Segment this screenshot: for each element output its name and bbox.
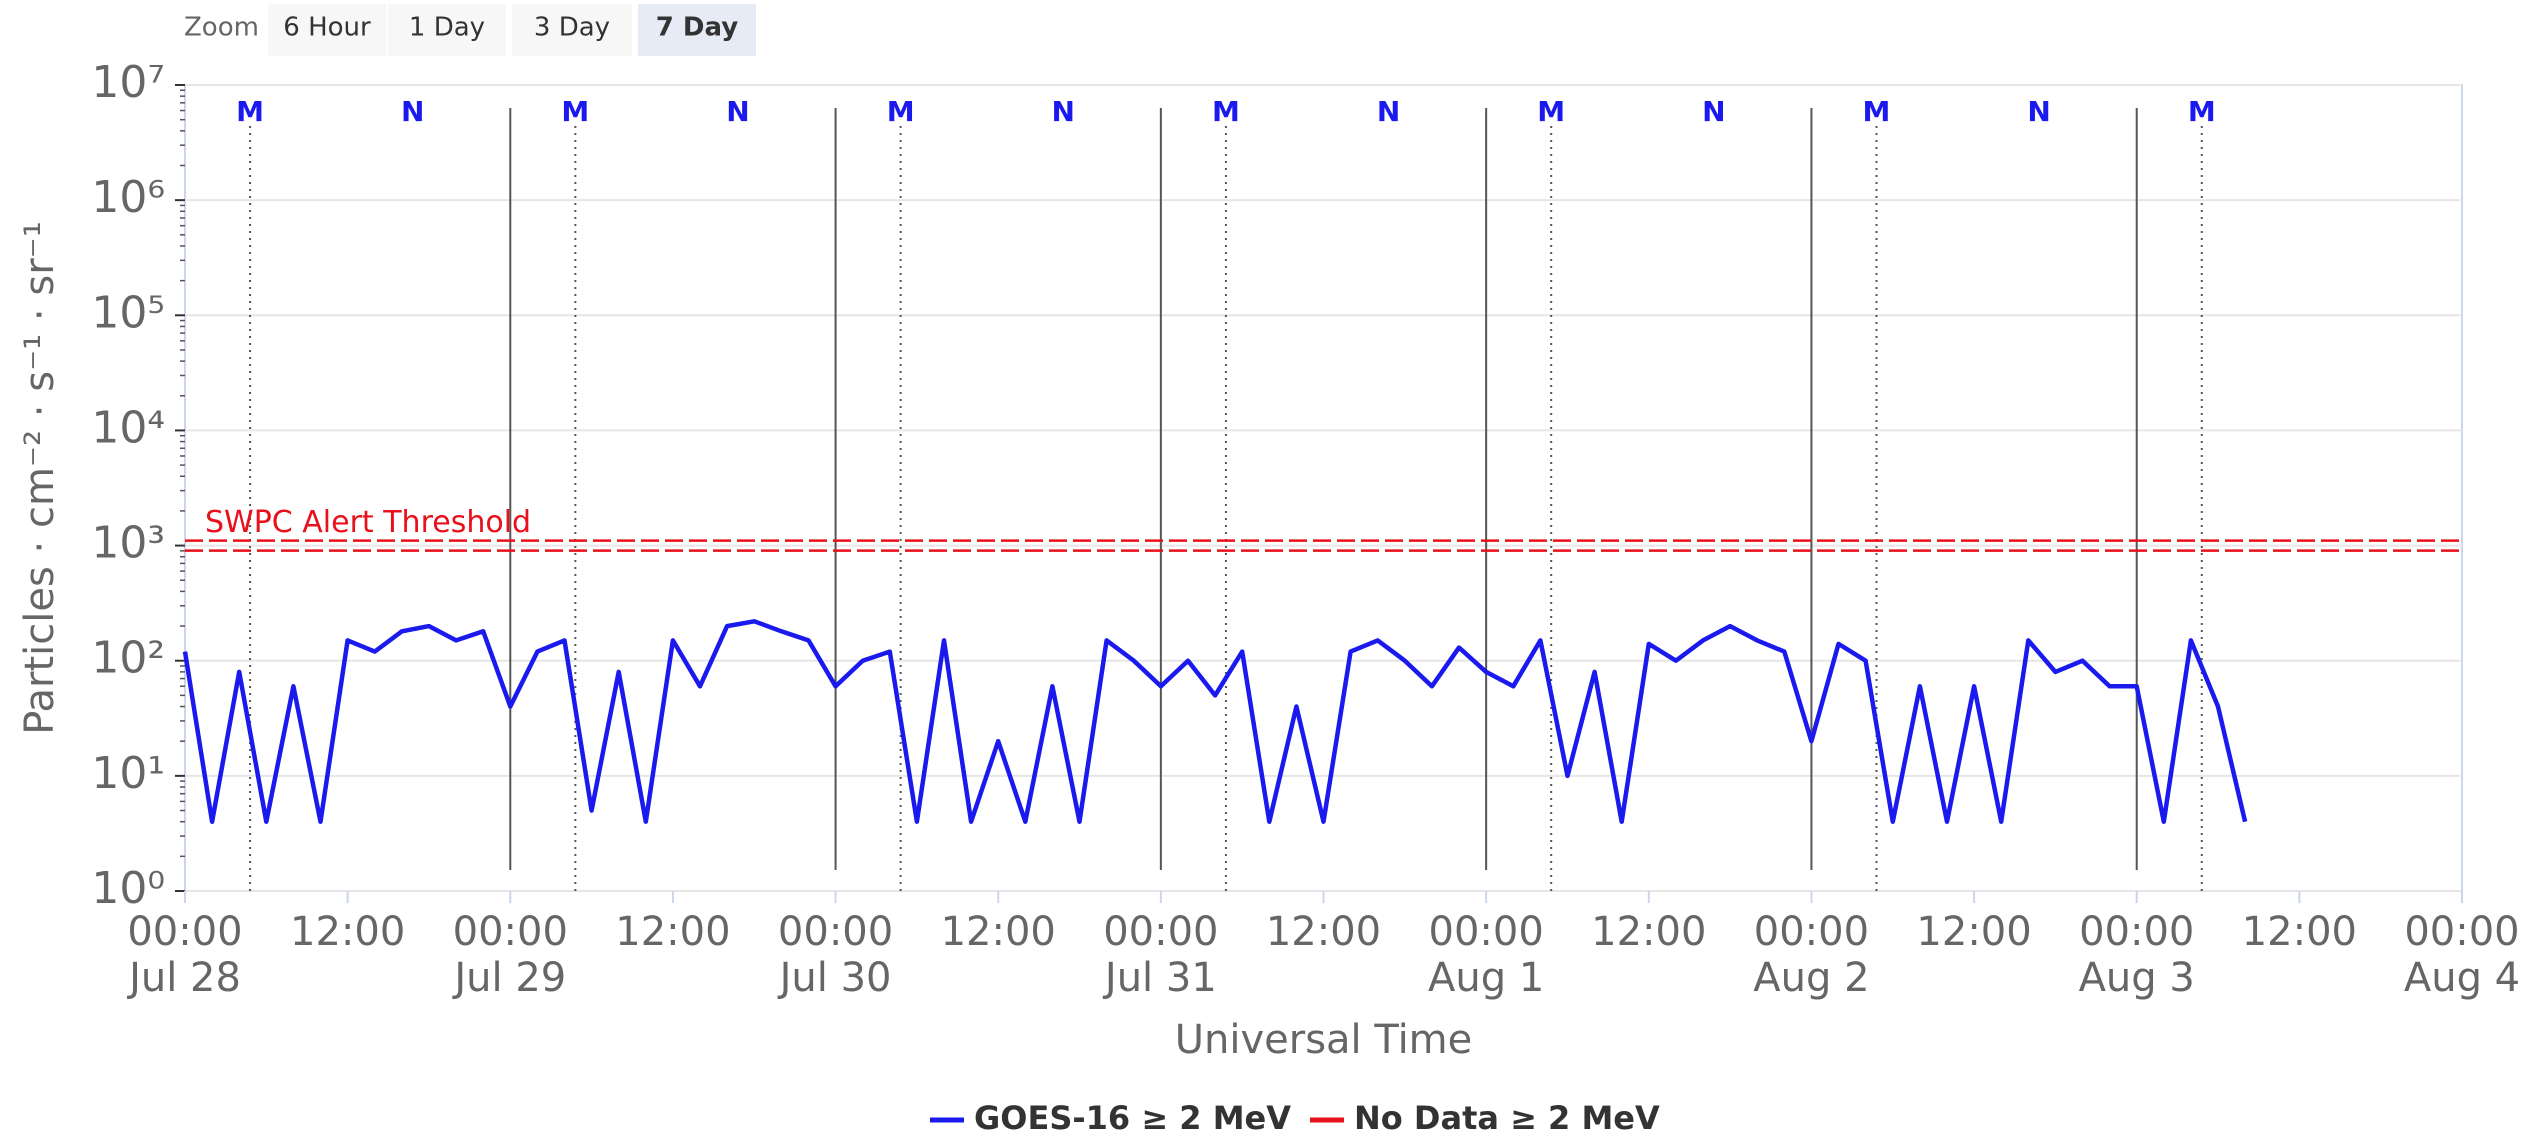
x-tick-label: 00:00 (778, 909, 893, 955)
x-tick-label: 00:00 (127, 909, 242, 955)
marker-label: N (726, 95, 749, 128)
x-tick-label: Jul 28 (126, 955, 241, 1001)
x-tick-label: 00:00 (1429, 909, 1544, 955)
zoom-button-label[interactable]: 6 Hour (283, 13, 371, 43)
marker-label: M (1212, 95, 1240, 128)
x-tick-label: 00:00 (453, 909, 568, 955)
y-axis-title: Particles · cm⁻² · s⁻¹ · sr⁻¹ (17, 221, 63, 735)
marker-label: N (1052, 95, 1075, 128)
legend-label[interactable]: No Data ≥ 2 MeV (1354, 1099, 1660, 1137)
x-tick-label: 12:00 (615, 909, 730, 955)
marker-label: N (401, 95, 424, 128)
y-tick-label: 10⁰ (91, 863, 165, 914)
x-tick-label: Aug 1 (1428, 955, 1544, 1001)
x-tick-label: Aug 4 (2404, 955, 2520, 1001)
y-tick-label: 10⁷ (91, 57, 165, 108)
x-tick-label: 12:00 (1591, 909, 1706, 955)
marker-label: N (1377, 95, 1400, 128)
marker-label: N (1702, 95, 1725, 128)
y-tick-label: 10⁶ (91, 172, 165, 223)
y-tick-label: 10³ (91, 518, 165, 569)
legend-label[interactable]: GOES-16 ≥ 2 MeV (974, 1099, 1291, 1137)
x-tick-label: Jul 30 (777, 955, 892, 1001)
marker-label: M (561, 95, 589, 128)
x-tick-label: 00:00 (2079, 909, 2194, 955)
threshold-label: SWPC Alert Threshold (205, 505, 531, 540)
marker-label: M (887, 95, 915, 128)
series-line (182, 619, 2248, 824)
x-tick-label: Jul 29 (451, 955, 566, 1001)
zoom-button-label[interactable]: 7 Day (656, 13, 738, 43)
zoom-button[interactable] (638, 4, 756, 56)
x-tick-label: 00:00 (1754, 909, 1869, 955)
marker-label: M (1863, 95, 1891, 128)
y-tick-label: 10¹ (91, 748, 165, 799)
x-axis-title: Universal Time (1175, 1017, 1473, 1063)
marker-label: N (2027, 95, 2050, 128)
x-tick-label: Aug 2 (1753, 955, 1869, 1001)
x-tick-label: Aug 3 (2079, 955, 2195, 1001)
y-tick-label: 10² (91, 633, 165, 684)
marker-label: M (2188, 95, 2216, 128)
zoom-label: Zoom (184, 13, 259, 43)
x-tick-label: 12:00 (941, 909, 1056, 955)
y-tick-label: 10⁵ (91, 287, 165, 338)
zoom-button[interactable] (388, 4, 506, 56)
x-tick-label: 00:00 (2404, 909, 2519, 955)
x-tick-label: 12:00 (1916, 909, 2031, 955)
y-tick-label: 10⁴ (91, 402, 165, 453)
x-tick-label: Jul 31 (1102, 955, 1217, 1001)
threshold-line (185, 539, 2462, 552)
x-tick-label: 12:00 (2242, 909, 2357, 955)
marker-label: M (1537, 95, 1565, 128)
zoom-button-label[interactable]: 3 Day (534, 13, 610, 43)
plot-area (184, 84, 2463, 892)
marker-label: M (236, 95, 264, 128)
zoom-button[interactable] (268, 4, 386, 56)
x-tick-label: 00:00 (1103, 909, 1218, 955)
x-tick-label: 12:00 (1266, 909, 1381, 955)
zoom-button[interactable] (512, 4, 632, 56)
zoom-button-label[interactable]: 1 Day (409, 13, 485, 43)
x-tick-label: 12:00 (290, 909, 405, 955)
